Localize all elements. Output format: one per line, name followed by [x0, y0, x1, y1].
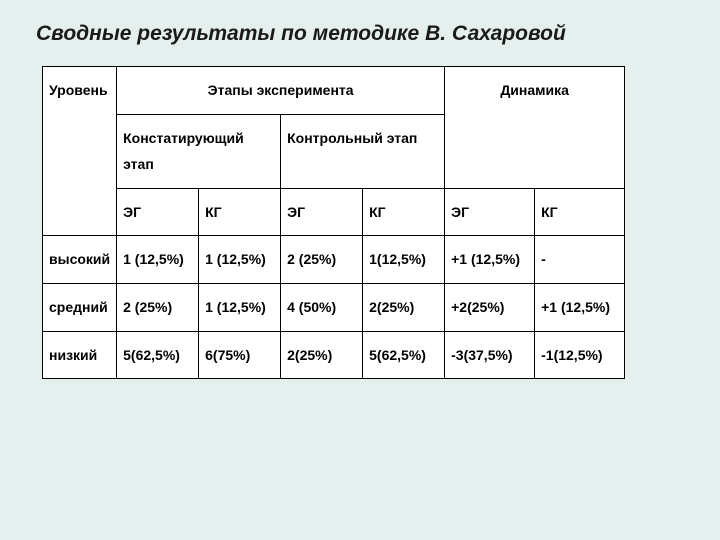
col-header-stage1: Констатирующий этап	[117, 114, 281, 188]
row-cell: 6(75%)	[199, 331, 281, 379]
col-header-stage2-label: Контрольный этап	[281, 115, 444, 162]
row-cell: +2(25%)	[445, 283, 535, 331]
col-header-stages: Этапы эксперимента	[117, 67, 445, 115]
row-cell: 4 (50%)	[281, 283, 363, 331]
col-header-stages-label: Этапы эксперимента	[117, 67, 444, 114]
row-cell: -	[535, 236, 625, 284]
col-header-dynamics: Динамика	[445, 67, 625, 189]
table-row: низкий 5(62,5%) 6(75%) 2(25%) 5(62,5%) -…	[43, 331, 625, 379]
row-cell: 1(12,5%)	[363, 236, 445, 284]
col-header-level-label: Уровень	[43, 67, 116, 114]
col-header-stage2: Контрольный этап	[281, 114, 445, 188]
row-cell: 2 (25%)	[281, 236, 363, 284]
row-cell: 2(25%)	[281, 331, 363, 379]
row-cell: 1 (12,5%)	[117, 236, 199, 284]
row-cell: 2 (25%)	[117, 283, 199, 331]
row-cell: -1(12,5%)	[535, 331, 625, 379]
subcol-5: КГ	[535, 188, 625, 236]
row-cell: 5(62,5%)	[117, 331, 199, 379]
table-header-row-3: ЭГ КГ ЭГ КГ ЭГ КГ	[43, 188, 625, 236]
page: Сводные результаты по методике В. Сахаро…	[0, 0, 720, 540]
row-cell: 1 (12,5%)	[199, 236, 281, 284]
row-cell: 1 (12,5%)	[199, 283, 281, 331]
subcol-1: КГ	[199, 188, 281, 236]
row-cell: 5(62,5%)	[363, 331, 445, 379]
table-row: средний 2 (25%) 1 (12,5%) 4 (50%) 2(25%)…	[43, 283, 625, 331]
subcol-0: ЭГ	[117, 188, 199, 236]
subcol-4: ЭГ	[445, 188, 535, 236]
row-cell: -3(37,5%)	[445, 331, 535, 379]
row-level: высокий	[43, 236, 117, 284]
results-table: Уровень Этапы эксперимента Динамика Конс…	[42, 66, 625, 379]
col-header-dynamics-label: Динамика	[445, 67, 624, 114]
row-level: средний	[43, 283, 117, 331]
table-row: высокий 1 (12,5%) 1 (12,5%) 2 (25%) 1(12…	[43, 236, 625, 284]
col-header-stage1-label: Констатирующий этап	[117, 115, 280, 188]
row-cell: +1 (12,5%)	[535, 283, 625, 331]
subcol-2: ЭГ	[281, 188, 363, 236]
row-cell: +1 (12,5%)	[445, 236, 535, 284]
page-title: Сводные результаты по методике В. Сахаро…	[36, 22, 720, 46]
row-level: низкий	[43, 331, 117, 379]
row-cell: 2(25%)	[363, 283, 445, 331]
col-header-level: Уровень	[43, 67, 117, 236]
table-header-row-1: Уровень Этапы эксперимента Динамика	[43, 67, 625, 115]
subcol-3: КГ	[363, 188, 445, 236]
